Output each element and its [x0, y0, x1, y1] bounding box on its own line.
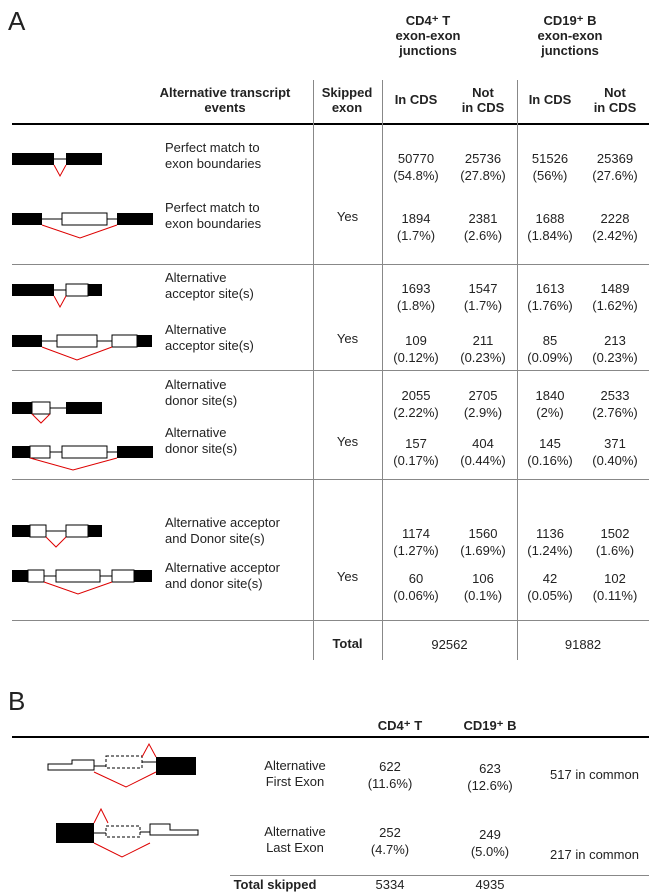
row-cell-c3: 145 (0.16%) — [527, 436, 573, 468]
row-event-label: Perfect match to exon boundaries — [165, 200, 262, 231]
row-cell-c2: 211 (0.23%) — [460, 333, 506, 365]
total-skipped-cd19: 4935 — [475, 877, 505, 892]
diagram-perfect-match — [12, 153, 102, 178]
cd4-header-line1: CD4⁺ T — [405, 13, 451, 28]
row-cell-c1: 1693 (1.8%) — [396, 281, 436, 313]
table-b-top-rule — [12, 736, 649, 738]
diagram-alt-donor — [12, 401, 102, 424]
group-divider-2 — [12, 370, 649, 371]
row-cell-c3: 1840 (2%) — [535, 388, 565, 420]
cd4-header-line3: junctions — [399, 43, 457, 58]
row-skipped: Yes — [336, 331, 359, 346]
total-skipped-cd4: 5334 — [375, 877, 405, 892]
row-cell-c4: 371 (0.40%) — [592, 436, 638, 468]
row-cell-c2: 1560 (1.69%) — [460, 526, 506, 558]
col-divider-cd19 — [517, 80, 518, 660]
table-a-top-rule — [12, 123, 649, 125]
panel-b-label: B — [8, 686, 26, 716]
row-cell-c3: 51526 (56%) — [531, 151, 569, 183]
row-event-label: Alternative acceptor site(s) — [165, 270, 254, 301]
row-event-label: Alternative First Exon — [264, 758, 326, 789]
total-cd4: 92562 — [431, 637, 468, 652]
row-common: 217 in common — [550, 847, 639, 862]
row-skipped: Yes — [336, 434, 359, 449]
row-cell-c4: 1489 (1.62%) — [592, 281, 638, 313]
cd4-incds-header: In CDS — [394, 92, 438, 107]
row-cell-c2: 2705 (2.9%) — [463, 388, 503, 420]
col-divider-skipped — [313, 80, 314, 660]
row-cell-c4: 213 (0.23%) — [592, 333, 638, 365]
group-divider-4 — [12, 620, 649, 621]
cd19-notcds-header: Not in CDS — [593, 85, 637, 115]
events-header: Alternative transcript events — [159, 85, 291, 115]
row-event-label: Alternative Last Exon — [264, 824, 326, 855]
total-label: Total — [332, 636, 363, 651]
row-event-label: Alternative donor site(s) — [165, 425, 238, 456]
group-divider-1 — [12, 264, 649, 265]
group-divider-3 — [12, 479, 649, 480]
row-event-label: Perfect match to exon boundaries — [165, 140, 262, 171]
diagram-alt-acceptor-donor-skipped — [12, 569, 152, 595]
cd19-header-line2: exon-exon — [537, 28, 603, 43]
row-cd19: 249 (5.0%) — [470, 827, 510, 859]
row-cell-c1: 60 (0.06%) — [393, 571, 439, 603]
row-cd19: 623 (12.6%) — [467, 761, 513, 793]
diagram-alt-acceptor — [12, 283, 102, 309]
panel-b-cd19-header: CD19⁺ B — [463, 718, 517, 733]
row-cell-c4: 25369 (27.6%) — [592, 151, 638, 183]
diagram-perfect-match-skipped — [12, 212, 153, 239]
diagram-alt-donor-skipped — [12, 445, 153, 471]
row-cell-c3: 1136 (1.24%) — [527, 526, 573, 558]
total-cd19: 91882 — [564, 637, 602, 652]
row-event-label: Alternative acceptor site(s) — [165, 322, 254, 353]
row-cell-c2: 25736 (27.8%) — [460, 151, 506, 183]
row-cell-c3: 1613 (1.76%) — [527, 281, 573, 313]
row-cell-c4: 2533 (2.76%) — [592, 388, 638, 420]
row-cell-c1: 50770 (54.8%) — [393, 151, 439, 183]
cd19-incds-header: In CDS — [528, 92, 572, 107]
table-b-total-rule — [230, 875, 649, 876]
row-event-label: Alternative donor site(s) — [165, 377, 238, 408]
skipped-header: Skipped exon — [321, 85, 373, 115]
row-cell-c3: 42 (0.05%) — [527, 571, 573, 603]
row-cell-c4: 102 (0.11%) — [592, 571, 638, 603]
total-skipped-label: Total skipped — [233, 877, 317, 892]
row-cell-c1: 1894 (1.7%) — [396, 211, 436, 243]
row-event-label: Alternative acceptor and Donor site(s) — [165, 515, 280, 546]
diagram-alt-first-exon — [47, 742, 196, 788]
row-common: 517 in common — [550, 767, 639, 782]
row-cell-c2: 2381 (2.6%) — [463, 211, 503, 243]
row-event-label: Alternative acceptor and donor site(s) — [165, 560, 280, 591]
row-cd4: 622 (11.6%) — [367, 759, 413, 791]
row-cell-c1: 2055 (2.22%) — [393, 388, 439, 420]
cd19-header-line1: CD19⁺ B — [543, 13, 597, 28]
cd4-notcds-header: Not in CDS — [461, 85, 505, 115]
cd19-group-header: CD19⁺ B exon-exon junctions — [515, 13, 625, 58]
row-cell-c1: 109 (0.12%) — [393, 333, 439, 365]
row-cell-c2: 1547 (1.7%) — [463, 281, 503, 313]
row-skipped: Yes — [336, 209, 359, 224]
row-cell-c1: 157 (0.17%) — [393, 436, 439, 468]
cd4-group-header: CD4⁺ T exon-exon junctions — [378, 13, 478, 58]
diagram-alt-acceptor-donor — [12, 524, 102, 548]
diagram-alt-last-exon — [56, 807, 199, 858]
cd19-header-line3: junctions — [541, 43, 599, 58]
row-cell-c4: 2228 (2.42%) — [592, 211, 638, 243]
row-cell-c1: 1174 (1.27%) — [393, 526, 439, 558]
row-cd4: 252 (4.7%) — [370, 825, 410, 857]
panel-b-cd4-header: CD4⁺ T — [377, 718, 423, 733]
row-skipped: Yes — [336, 569, 359, 584]
row-cell-c2: 106 (0.1%) — [463, 571, 503, 603]
cd4-header-line2: exon-exon — [395, 28, 461, 43]
row-cell-c2: 404 (0.44%) — [460, 436, 506, 468]
row-cell-c4: 1502 (1.6%) — [595, 526, 635, 558]
row-cell-c3: 85 (0.09%) — [527, 333, 573, 365]
panel-a-label: A — [8, 6, 26, 36]
col-divider-cd4 — [382, 80, 383, 660]
row-cell-c3: 1688 (1.84%) — [527, 211, 573, 243]
diagram-alt-acceptor-skipped — [12, 334, 152, 361]
